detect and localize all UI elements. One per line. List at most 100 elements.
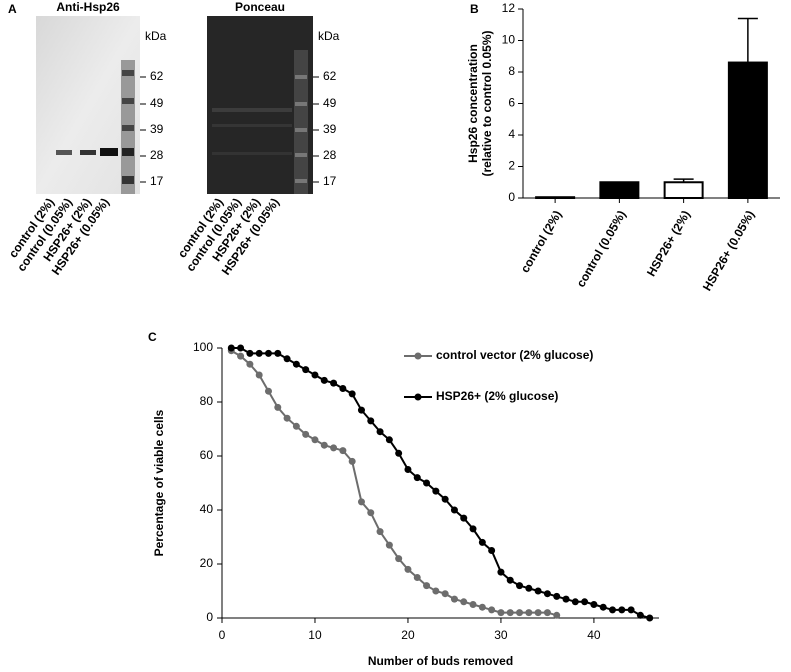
- data-point: [646, 614, 654, 622]
- data-point: [525, 584, 533, 592]
- blot-title: Anti-Hsp26: [56, 0, 120, 14]
- data-point: [618, 606, 626, 614]
- data-point: [413, 474, 421, 482]
- data-point: [357, 406, 365, 414]
- data-point: [571, 598, 579, 606]
- bar: [663, 181, 704, 199]
- data-point: [488, 547, 496, 554]
- data-point: [385, 436, 393, 444]
- marker-label: 17: [323, 174, 337, 188]
- x-tick-label: control (0.05%): [574, 208, 629, 289]
- x-tick-label: HSP26+ (2%): [644, 208, 693, 279]
- data-point: [506, 576, 514, 584]
- data-point: [255, 371, 263, 379]
- data-point: [376, 428, 384, 436]
- data-point: [413, 574, 421, 581]
- data-point: [543, 609, 551, 617]
- panel-label: C: [148, 330, 157, 344]
- y-tick-label: 0: [508, 190, 515, 204]
- data-point: [320, 441, 328, 449]
- data-point: [534, 609, 542, 617]
- y-axis-label: (relative to control 0.05%): [480, 30, 494, 176]
- data-point: [423, 479, 431, 487]
- data-point: [562, 595, 570, 603]
- data-point: [311, 371, 319, 379]
- data-point: [255, 349, 263, 357]
- data-point: [246, 349, 254, 357]
- marker-label: 17: [150, 174, 164, 188]
- data-point: [450, 506, 458, 514]
- data-point: [237, 352, 245, 360]
- data-point: [283, 414, 291, 422]
- data-point: [348, 390, 356, 398]
- y-tick-label: 20: [200, 556, 214, 570]
- marker-label: 39: [323, 122, 337, 136]
- marker-label: 28: [323, 148, 337, 162]
- marker-label: 49: [323, 96, 337, 110]
- data-point: [404, 565, 412, 573]
- data-point: [609, 606, 617, 614]
- data-point: [302, 366, 310, 374]
- data-point: [478, 603, 486, 611]
- legend-label: HSP26+ (2% glucose): [436, 389, 558, 403]
- data-point: [636, 611, 644, 619]
- data-point: [543, 590, 551, 598]
- data-point: [553, 611, 561, 619]
- legend-marker: [414, 393, 422, 401]
- data-point: [516, 582, 524, 590]
- y-axis-label: Percentage of viable cells: [152, 409, 166, 556]
- data-point: [404, 466, 412, 473]
- data-point: [497, 609, 505, 617]
- data-point: [553, 592, 561, 600]
- y-tick-label: 0: [206, 610, 213, 624]
- y-tick-label: 10: [502, 33, 516, 47]
- blot-image: [36, 16, 140, 194]
- data-point: [627, 606, 635, 614]
- data-point: [264, 387, 272, 395]
- bar: [535, 196, 576, 199]
- data-point: [357, 498, 365, 506]
- y-tick-label: 12: [502, 1, 516, 15]
- data-point: [469, 601, 477, 608]
- data-point: [460, 514, 468, 522]
- data-point: [432, 487, 440, 495]
- bar: [727, 61, 768, 199]
- unit-label: kDa: [145, 29, 167, 43]
- data-point: [330, 444, 338, 452]
- data-point: [423, 582, 431, 590]
- data-point: [581, 598, 589, 606]
- data-point: [488, 606, 496, 614]
- data-point: [432, 587, 440, 595]
- data-point: [227, 344, 235, 352]
- blot-image: [207, 16, 313, 194]
- x-tick-label: 30: [494, 628, 508, 642]
- data-point: [348, 457, 356, 465]
- data-point: [441, 590, 449, 598]
- blot-title: Ponceau: [235, 0, 285, 14]
- marker-label: 62: [323, 69, 337, 83]
- y-tick-label: 100: [193, 340, 213, 354]
- x-tick-label: 40: [587, 628, 601, 642]
- y-tick-label: 40: [200, 502, 214, 516]
- data-point: [590, 601, 598, 608]
- data-point: [264, 349, 272, 357]
- x-tick-label: 20: [401, 628, 415, 642]
- data-point: [274, 349, 282, 357]
- legend-marker: [414, 352, 422, 360]
- data-point: [339, 447, 347, 455]
- data-point: [525, 609, 533, 617]
- data-point: [460, 598, 468, 606]
- x-tick-label: control (2%): [518, 208, 565, 275]
- data-point: [367, 417, 375, 425]
- data-point: [246, 360, 254, 368]
- data-point: [478, 538, 486, 546]
- data-point: [237, 344, 245, 352]
- panel-label: B: [470, 2, 479, 16]
- data-point: [534, 587, 542, 595]
- marker-label: 28: [150, 148, 164, 162]
- data-point: [292, 422, 300, 430]
- data-point: [506, 609, 514, 617]
- data-point: [292, 360, 300, 368]
- x-tick-label: 10: [308, 628, 322, 642]
- data-point: [441, 495, 449, 503]
